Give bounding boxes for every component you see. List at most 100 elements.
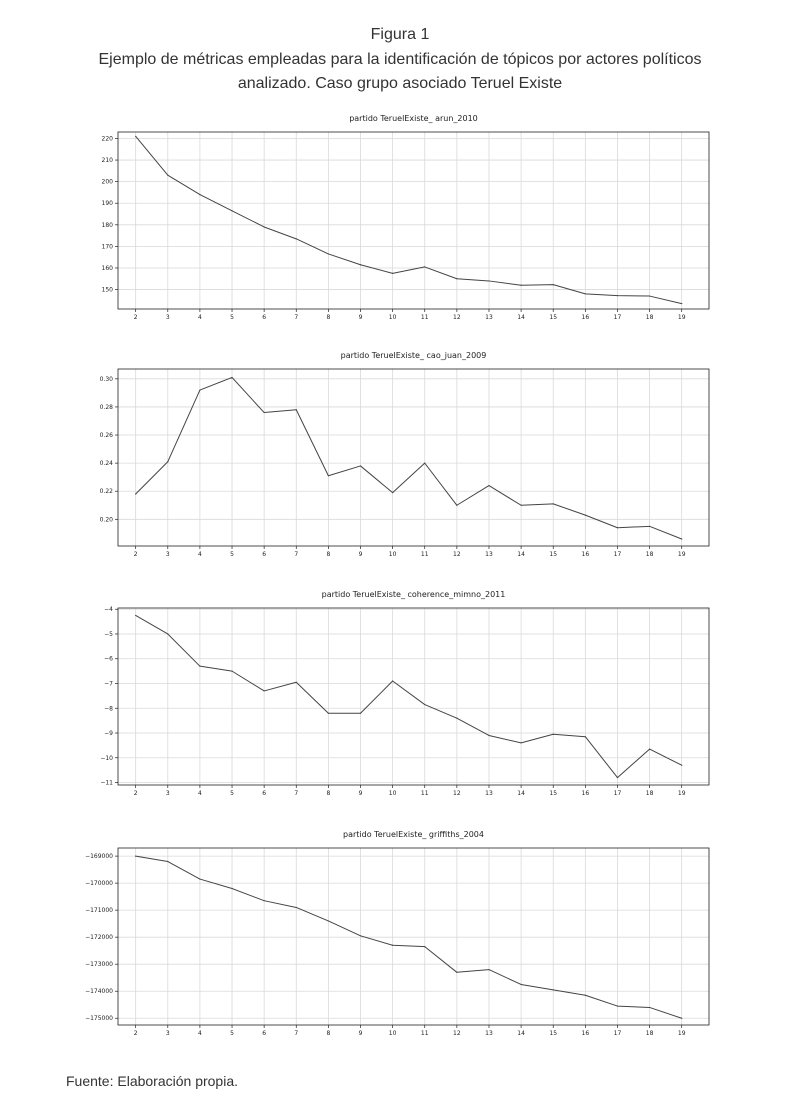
x-tick-label: 9 [359, 1030, 363, 1037]
x-tick-label: 17 [614, 1030, 622, 1037]
x-tick-label: 7 [294, 314, 298, 321]
x-tick-label: 10 [389, 1030, 397, 1037]
figure-number: Figura 1 [370, 26, 430, 43]
data-point [231, 670, 233, 672]
figure-caption: Ejemplo de métricas empleadas para la id… [98, 51, 702, 92]
y-tick-label: 0.20 [100, 516, 114, 523]
data-point [295, 681, 297, 683]
data-point [616, 295, 619, 297]
data-point [584, 994, 586, 996]
x-tick-label: 9 [359, 790, 363, 797]
plot-frame [117, 131, 710, 310]
x-tick-label: 16 [582, 1030, 590, 1037]
x-tick-label: 12 [453, 551, 461, 558]
y-tick-label: 0.26 [100, 432, 114, 439]
x-tick-label: 5 [230, 1030, 234, 1037]
data-point [552, 733, 554, 735]
data-point [135, 614, 137, 617]
x-tick-label: 15 [549, 314, 557, 321]
data-point [135, 855, 137, 857]
data-point [648, 525, 651, 527]
x-tick-label: 2 [134, 1030, 138, 1037]
x-tick-label: 15 [549, 790, 557, 797]
x-tick-label: 11 [421, 790, 429, 797]
data-point [488, 280, 490, 282]
x-tick-label: 8 [326, 1030, 330, 1037]
data-point [456, 971, 458, 973]
data-point [167, 174, 169, 176]
x-tick-label: 11 [421, 551, 429, 558]
data-point [392, 680, 394, 682]
x-tick-label: 8 [326, 790, 330, 797]
x-tick-label: 3 [166, 551, 170, 558]
data-point [520, 504, 522, 506]
x-tick-label: 9 [359, 551, 363, 558]
data-point [327, 712, 329, 714]
chart-title: partido TeruelExiste_ arun_2010 [349, 114, 478, 123]
x-tick-label: 8 [326, 551, 330, 558]
data-point [552, 989, 554, 991]
chart-cao-juan-2009: partido TeruelExiste_ cao_juan_2009 2 3 4 5 6… [100, 351, 710, 558]
data-point [199, 878, 201, 880]
x-tick-label: 14 [517, 790, 525, 797]
data-point [681, 1017, 683, 1019]
y-tick-label: −171000 [85, 907, 113, 914]
x-tick-label: 18 [646, 314, 654, 321]
x-tick-label: 4 [198, 314, 202, 321]
data-point [681, 764, 683, 766]
x-tick-label: 11 [421, 1030, 429, 1037]
y-tick-label: 200 [102, 179, 114, 186]
figure-header: Figura 1 Ejemplo de métricas empleadas p… [0, 24, 800, 96]
x-tick-label: 15 [549, 551, 557, 558]
x-tick-label: 17 [614, 551, 622, 558]
data-point [648, 295, 651, 297]
x-tick-label: 6 [262, 314, 266, 321]
y-tick-label: 0.24 [100, 460, 114, 467]
x-tick-label: 5 [230, 314, 234, 321]
data-point [648, 748, 651, 750]
x-tick-label: 19 [678, 314, 686, 321]
x-tick-label: 12 [453, 790, 461, 797]
data-point [263, 900, 265, 902]
data-point [295, 238, 297, 240]
data-point [231, 887, 233, 890]
data-point [488, 484, 490, 487]
series-line [135, 136, 682, 305]
y-tick-label: −5 [104, 631, 113, 638]
y-tick-label: −172000 [85, 934, 113, 941]
data-point [295, 409, 297, 411]
data-point [392, 272, 394, 274]
y-tick-label: 160 [102, 265, 114, 272]
y-tick-label: −169000 [85, 853, 113, 860]
x-tick-label: 16 [582, 551, 590, 558]
data-point [359, 465, 362, 467]
data-point [456, 278, 458, 280]
data-point [327, 475, 329, 477]
x-tick-label: 18 [646, 790, 654, 797]
data-point [392, 944, 394, 946]
x-tick-label: 4 [198, 790, 202, 797]
x-tick-label: 14 [517, 314, 525, 321]
y-tick-label: 180 [102, 222, 114, 229]
x-tick-label: 5 [230, 551, 234, 558]
data-point [584, 736, 586, 738]
data-point [584, 514, 586, 516]
data-point [392, 492, 394, 494]
x-tick-label: 18 [646, 551, 654, 558]
x-tick-label: 14 [517, 551, 525, 558]
chart-coherence-mimno-2011: partido TeruelExiste_ coherence_mimno_20… [100, 590, 710, 797]
x-tick-label: 8 [326, 314, 330, 321]
data-point [135, 493, 137, 495]
data-point [520, 742, 522, 744]
data-point [552, 503, 554, 505]
data-point [327, 920, 329, 922]
x-tick-label: 12 [453, 1030, 461, 1037]
series-line [135, 614, 682, 779]
y-tick-label: −11 [100, 780, 113, 787]
data-point [263, 226, 265, 228]
x-tick-label: 13 [485, 1030, 493, 1037]
series-line [135, 376, 682, 540]
data-point [359, 935, 362, 937]
x-tick-label: 19 [678, 551, 686, 558]
data-point [456, 504, 458, 506]
